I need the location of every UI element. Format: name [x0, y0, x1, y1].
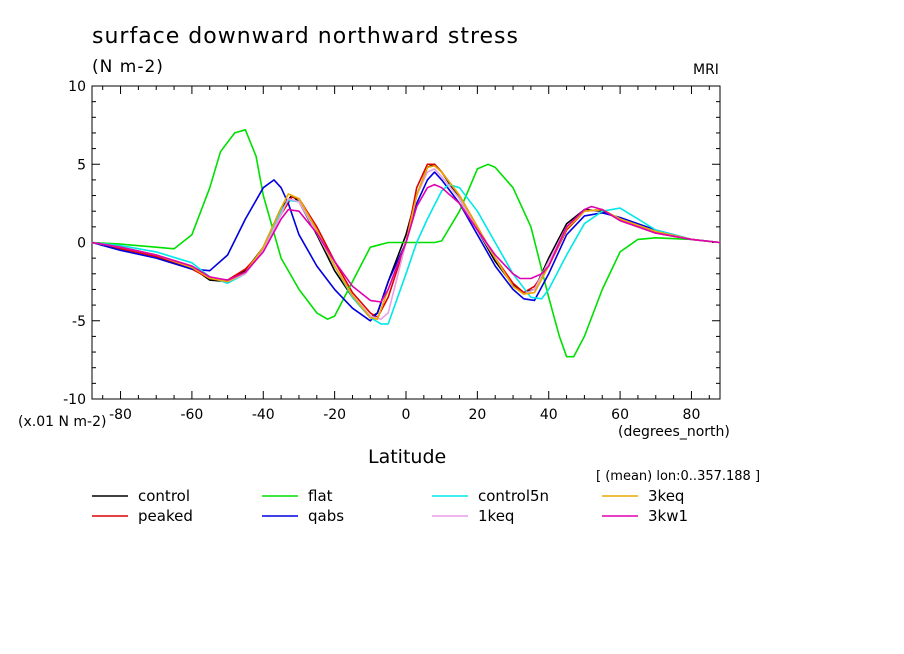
legend-label-1keq: 1keq — [478, 507, 514, 525]
axis-ticks — [92, 85, 720, 400]
series-line-control5n — [91, 183, 721, 325]
mean-note: [ (mean) lon:0..357.188 ] — [596, 469, 761, 484]
series-line-flat — [91, 129, 721, 358]
legend-label-3keq: 3keq — [648, 487, 684, 505]
axis-tick-labels: -80 -60 -40 -20 0 20 40 60 80 -10 -5 0 5 10 — [63, 79, 700, 423]
x-tick-label: 20 — [468, 407, 486, 423]
legend-label-control: control — [138, 487, 190, 505]
series-lines — [91, 129, 721, 358]
series-line-peaked — [91, 163, 721, 319]
series-line-3kw1 — [91, 183, 721, 303]
legend-label-qabs: qabs — [308, 507, 344, 525]
x-tick-label: 40 — [540, 407, 558, 423]
y-scale-note: (x.01 N m-2) — [18, 414, 107, 430]
y-tick-label: 5 — [77, 157, 86, 173]
x-tick-label: -80 — [109, 407, 132, 423]
legend-label-peaked: peaked — [138, 507, 193, 525]
x-tick-label: 80 — [683, 407, 701, 423]
legend-label-flat: flat — [308, 487, 333, 505]
chart-title: surface downward northward stress — [92, 24, 519, 49]
y-tick-label: -10 — [63, 392, 86, 408]
x-tick-label: -60 — [180, 407, 203, 423]
x-tick-label: -20 — [323, 407, 346, 423]
x-axis-label: Latitude — [368, 446, 447, 468]
series-line-qabs — [91, 171, 721, 322]
legend-label-3kw1: 3kw1 — [648, 507, 688, 525]
chart-units: (N m-2) — [92, 57, 164, 77]
y-tick-label: -5 — [72, 314, 86, 330]
y-tick-label: 10 — [68, 79, 86, 95]
model-label: MRI — [693, 62, 719, 78]
legend-label-control5n: control5n — [478, 487, 549, 505]
x-units-label: (degrees_north) — [618, 424, 730, 440]
x-tick-label: 60 — [611, 407, 629, 423]
x-tick-label: 0 — [402, 407, 411, 423]
y-tick-label: 0 — [77, 236, 86, 252]
legend: control peaked flat qabs control5n 1keq 3keq 3k… — [92, 487, 688, 525]
x-tick-label: -40 — [252, 407, 275, 423]
